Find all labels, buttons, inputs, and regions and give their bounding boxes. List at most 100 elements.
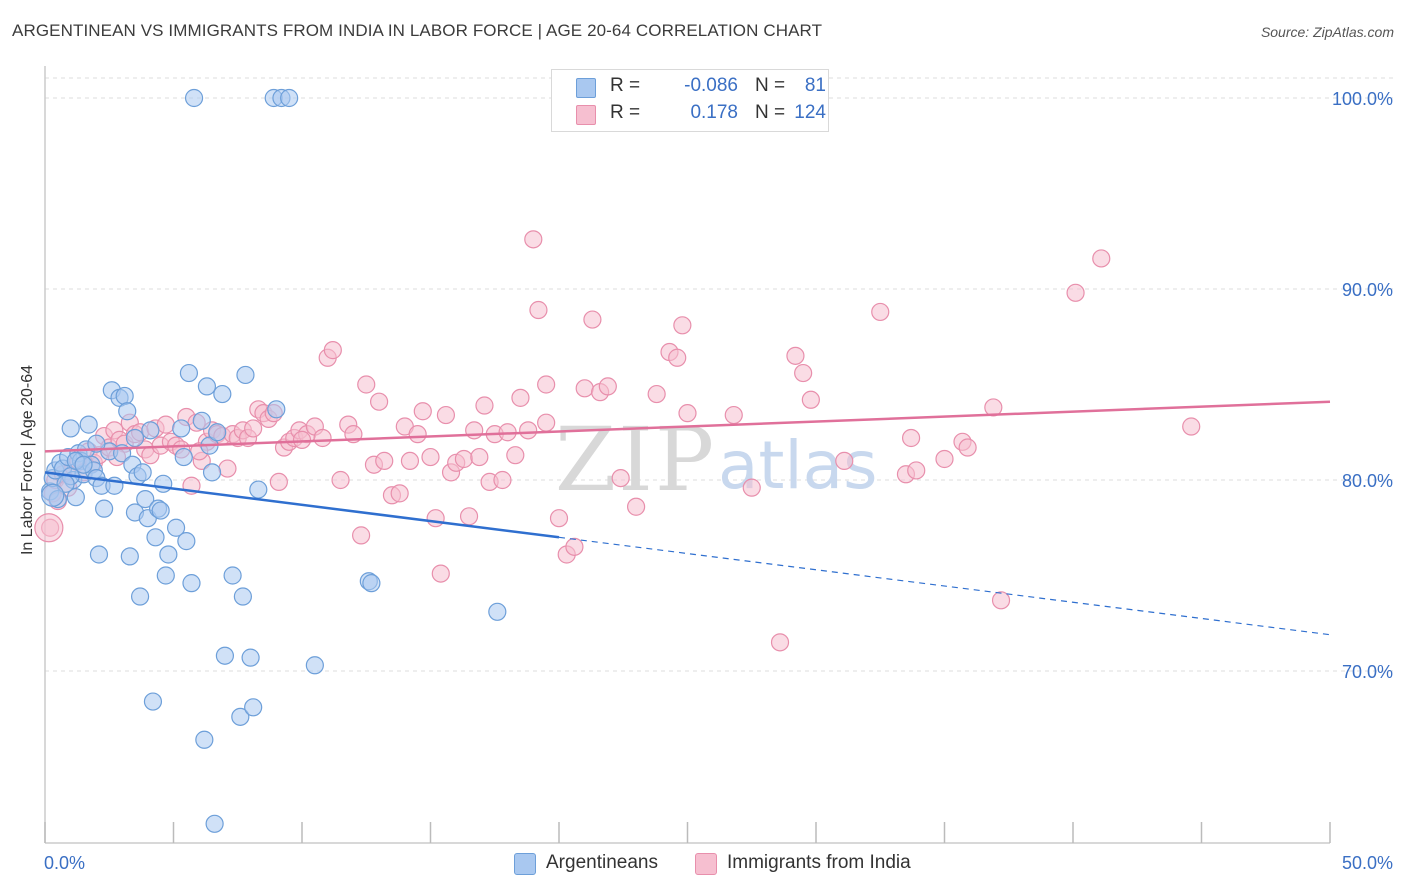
argentinean-point — [177, 532, 196, 551]
india-point — [34, 513, 64, 543]
legend-swatch-blue — [576, 78, 596, 98]
india-point — [1092, 249, 1111, 268]
argentinean-point — [61, 419, 80, 438]
argentinean-point — [125, 428, 145, 448]
india-point — [537, 413, 556, 432]
india-point — [794, 363, 813, 383]
india-point — [647, 384, 666, 404]
argentinean-point — [95, 499, 114, 518]
argentinean-point — [79, 415, 98, 434]
argentinean-point — [231, 707, 250, 726]
india-point — [413, 402, 432, 421]
india-point — [549, 509, 569, 528]
india-point — [436, 405, 456, 425]
india-point — [611, 468, 630, 488]
india-point — [991, 591, 1011, 610]
india-point — [529, 300, 548, 320]
india-point — [575, 379, 594, 398]
correlation-legend: R = -0.086 N = 81 R = 0.178 N = 124 — [551, 69, 829, 132]
india-point — [598, 377, 617, 396]
argentinean-point — [488, 602, 507, 621]
argentinean-point — [280, 88, 299, 108]
india-point — [786, 346, 805, 365]
argentinean-point — [197, 377, 217, 396]
india-point — [454, 449, 474, 469]
india-point — [1182, 417, 1201, 436]
bottom-legend-label: Argentineans — [546, 852, 658, 873]
india-point — [218, 459, 237, 478]
y-axis-label: In Labor Force | Age 20-64 — [19, 364, 36, 556]
india-point — [292, 430, 312, 449]
india-point — [244, 419, 263, 438]
argentinean-point — [305, 656, 324, 675]
legend-r-label: R = — [610, 102, 641, 123]
legend-n-value: 81 — [804, 75, 826, 96]
argentinean-point — [130, 587, 150, 606]
india-point — [537, 375, 556, 394]
india-point — [801, 390, 820, 409]
argentinean-point — [89, 545, 109, 564]
argentinean-point — [241, 648, 260, 667]
argentinean-point — [267, 400, 286, 419]
argentinean-point — [223, 566, 242, 585]
argentinean-point — [179, 363, 199, 383]
argentinean-point — [159, 545, 178, 564]
india-point — [506, 446, 525, 465]
india-point — [935, 449, 954, 469]
argentinean-point — [236, 365, 255, 385]
india-point — [459, 507, 479, 526]
x-tick-label: 50.0% — [1342, 853, 1393, 873]
india-point — [1066, 283, 1085, 302]
argentinean-point — [146, 528, 165, 547]
argentinean-point — [182, 574, 201, 593]
argentinean-point — [195, 730, 214, 749]
india-point — [465, 421, 484, 440]
chart-title: ARGENTINEAN VS IMMIGRANTS FROM INDIA IN … — [12, 21, 823, 40]
argentinean-point — [154, 474, 173, 493]
bottom-legend-swatch-blue — [514, 853, 536, 875]
india-point — [390, 484, 409, 503]
y-tick-label: 70.0% — [1342, 662, 1393, 682]
india-point — [678, 404, 697, 423]
argentinean-point — [118, 402, 137, 421]
india-point — [583, 310, 602, 329]
india-point — [352, 526, 371, 545]
argentinean-trend-line — [44, 471, 560, 539]
india-point — [470, 447, 489, 467]
india-point — [408, 425, 427, 444]
y-tick-label: 90.0% — [1342, 280, 1393, 300]
argentinean-point — [136, 490, 155, 509]
argentinean-point — [66, 488, 85, 507]
india-point — [742, 478, 761, 497]
argentinean-point — [208, 423, 227, 442]
x-tick-label: 0.0% — [44, 853, 85, 873]
india-point — [331, 470, 350, 490]
watermark-atlas: atlas — [718, 427, 878, 504]
legend-n-label: N = — [755, 102, 786, 123]
legend-r-label: R = — [610, 75, 641, 96]
india-point — [400, 451, 420, 470]
argentinean-point — [156, 566, 175, 585]
bottom-legend-label: Immigrants from India — [727, 852, 911, 873]
india-point — [421, 447, 440, 467]
india-point — [269, 472, 288, 492]
argentinean-point — [115, 386, 134, 406]
india-point — [426, 509, 445, 528]
argentinean-point — [151, 501, 170, 520]
india-point — [835, 451, 854, 470]
argentinean-point — [213, 384, 232, 404]
argentinean-point — [74, 455, 93, 474]
india-point — [673, 316, 692, 335]
argentinean-point — [249, 480, 268, 499]
argentinean-point — [202, 463, 222, 482]
argentinean-point — [215, 646, 234, 665]
y-tick-label: 80.0% — [1342, 471, 1393, 491]
legend-r-value: -0.086 — [684, 75, 738, 96]
argentinean-point — [172, 419, 191, 438]
india-point — [431, 564, 450, 583]
y-tick-label: 100.0% — [1332, 89, 1393, 109]
india-point — [907, 461, 926, 480]
argentinean-point — [133, 463, 152, 482]
legend-n-value: 124 — [794, 102, 826, 123]
